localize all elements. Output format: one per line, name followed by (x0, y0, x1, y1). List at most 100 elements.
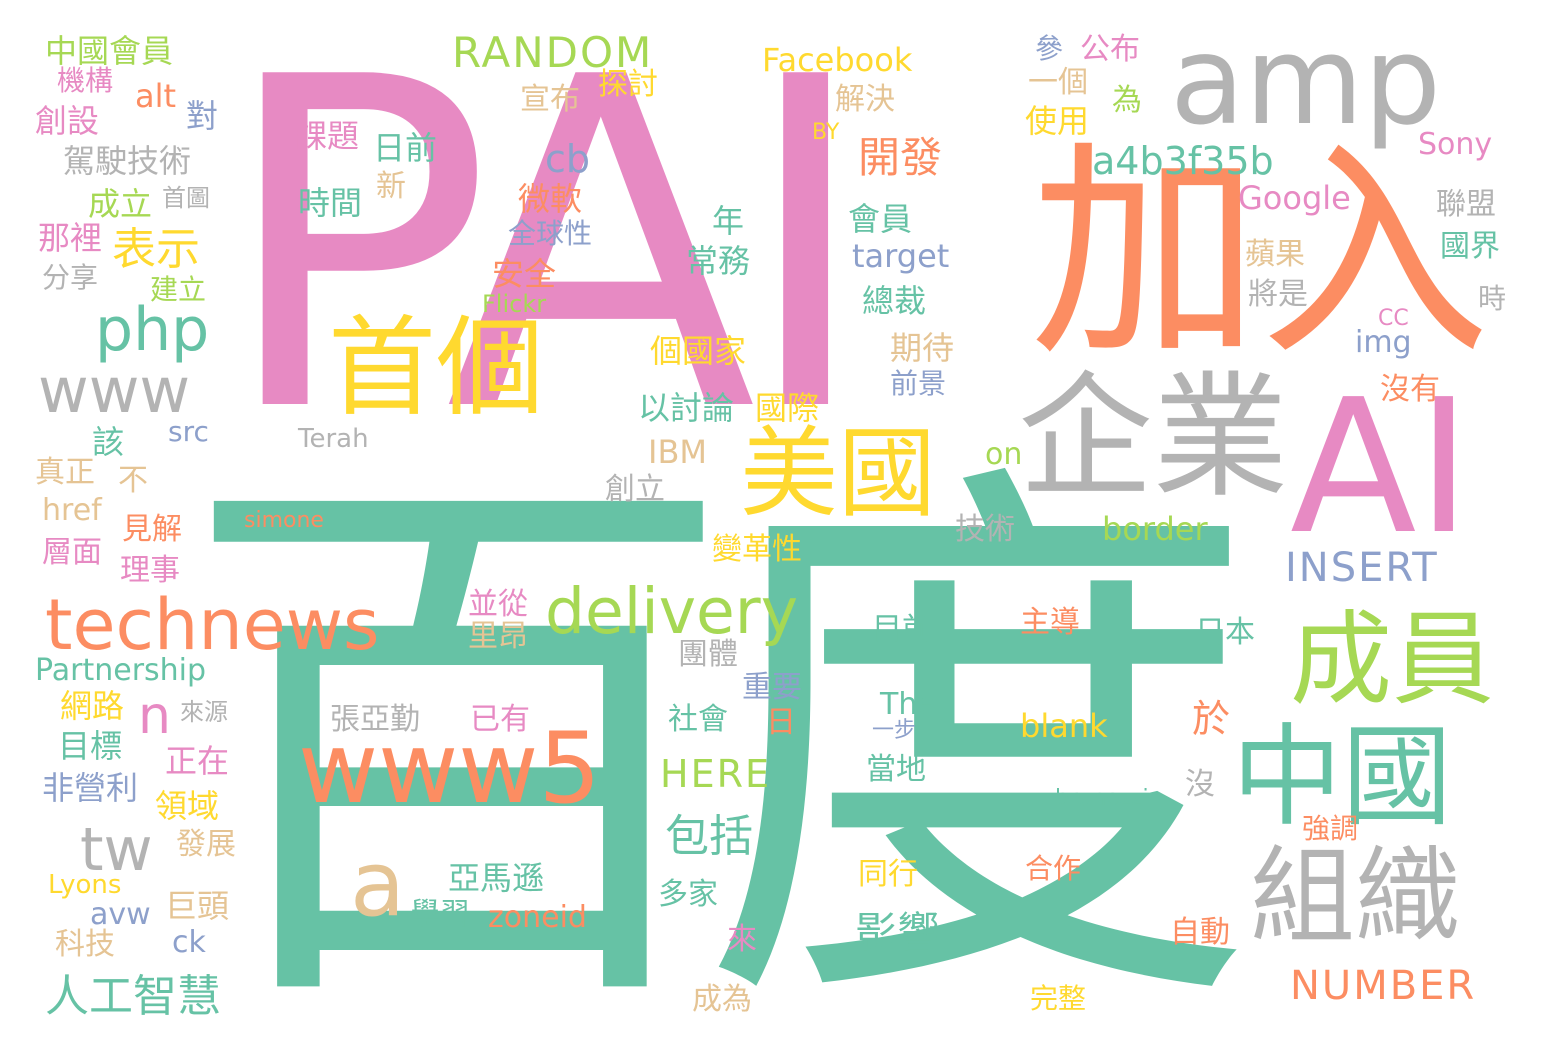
word-feiyingli: 非營利 (42, 769, 139, 807)
word-wanglu: 網路 (60, 687, 125, 725)
word-mu_qian: 目前 (872, 612, 932, 647)
word-technews: technews (45, 584, 380, 666)
word-zhengzai: 正在 (165, 742, 230, 780)
word-zhongguo: 中國 (1232, 713, 1452, 841)
word-jigou: 機構 (57, 64, 114, 97)
word-pingguo: 蘋果 (1245, 237, 1305, 272)
word-border: border (1102, 510, 1208, 548)
word-jiangshi: 將是 (1248, 277, 1308, 312)
word-guoji: 國際 (755, 389, 820, 427)
word-yibu: 一步 (872, 718, 917, 743)
word-Partnership: Partnership (35, 653, 207, 688)
word-zoneid: zoneid (488, 900, 587, 935)
word-qidai: 期待 (890, 329, 955, 367)
word-ck: ck (172, 925, 206, 960)
word-chuangshe: 創設 (35, 102, 100, 140)
word-jiashi: 駕駛技術 (63, 142, 192, 180)
word-shi: 時 (1478, 282, 1507, 315)
word-jutou: 巨頭 (165, 887, 230, 925)
word-shouge: 首個 (328, 306, 545, 431)
word-qiye: 企業 (1018, 359, 1288, 516)
word-laiyuan: 來源 (180, 698, 228, 726)
word-a: a (350, 832, 406, 937)
word-Flickr: Flickr (482, 290, 547, 318)
word-The: The (880, 687, 936, 722)
word-fazhan: 發展 (176, 827, 236, 862)
word-mei: 沒 (1185, 767, 1215, 802)
word-xuanbu: 宣布 (520, 82, 580, 117)
word-BY: BY (812, 120, 840, 145)
word-gai: 該 (92, 423, 125, 461)
word-Sony: Sony (1418, 127, 1493, 162)
word-tantao: 探討 (598, 67, 658, 102)
word-yamaxun: 亞馬遜 (448, 859, 545, 897)
word-weiruan: 微軟 (518, 180, 583, 218)
word-zongcai: 總裁 (862, 282, 927, 320)
word-guojie: 國界 (1440, 229, 1500, 264)
word-yitaolun: 以討論 (638, 389, 735, 427)
word-ri: 日 (766, 705, 796, 740)
word-zhongguohuiyuan: 中國會員 (45, 32, 174, 70)
word-on: on (985, 437, 1023, 472)
word-simone: simone (244, 508, 324, 533)
word-AI: AI (1290, 359, 1472, 575)
word-INSERT: INSERT (1285, 545, 1439, 591)
word-keji: 科技 (55, 927, 115, 962)
word-tongxing: 同行 (858, 857, 918, 892)
word-src: src (168, 415, 209, 448)
word-lai: 來 (727, 922, 757, 957)
word-fenxiang: 分享 (42, 261, 99, 294)
word-duojia: 多家 (658, 877, 718, 912)
word-geguojia: 個國家 (650, 332, 747, 370)
word-amp: amp (1170, 10, 1442, 152)
word-PAI: PAI (218, 0, 873, 512)
word-avw: avw (90, 897, 151, 932)
word-shiyong: 使用 (1025, 102, 1090, 140)
word-qiangdiao: 強調 (1302, 812, 1359, 845)
word-biangexing: 變革性 (712, 532, 802, 567)
word-lishi: 理事 (120, 553, 180, 588)
word-cengmian: 層面 (42, 535, 102, 570)
word-zhangyaqin: 張亞勤 (330, 702, 420, 737)
word-nali: 那裡 (38, 219, 103, 257)
word-HERE: HERE (660, 752, 771, 796)
word-chengwei: 成為 (692, 982, 752, 1017)
word-baidu: 百度 (178, 422, 1258, 1052)
word-www: www (38, 354, 191, 427)
word-bingcong: 並從 (468, 587, 528, 622)
word-chuangli: 創立 (605, 472, 665, 507)
word-delivery: delivery (545, 575, 798, 648)
word-chengli: 成立 (88, 185, 153, 223)
word-RANDOM: RANDOM (452, 28, 654, 77)
word-blank: blank (1020, 707, 1108, 745)
word-jishu: 技術 (955, 512, 1015, 547)
word-dangdi: 當地 (866, 752, 926, 787)
word-zhenzheng: 真正 (35, 455, 95, 490)
word-changwu: 常務 (686, 242, 751, 280)
word-jiaru: 加入 (1030, 121, 1491, 388)
word-jiejue: 解決 (835, 82, 895, 117)
word-href: href (42, 493, 102, 528)
word-shoutu: 首圖 (162, 184, 210, 212)
word-CC: CC (1378, 306, 1409, 331)
word-xin: 新 (376, 169, 406, 204)
word-brunozzi: brunozzi (1055, 786, 1149, 811)
word-IBM: IBM (648, 433, 707, 471)
word-bu: 不 (118, 463, 148, 498)
word-a4b3f35b: a4b3f35b (1092, 139, 1274, 183)
word-zidong: 自動 (1170, 915, 1230, 950)
word-rengong: 人工智慧 (45, 971, 221, 1022)
word-nian: 年 (712, 202, 745, 240)
word-huiyuan: 會員 (848, 200, 913, 238)
word-hezuo: 合作 (1025, 852, 1082, 885)
word-shehui: 社會 (668, 702, 728, 737)
word-biaoshi: 表示 (112, 224, 200, 275)
word-meiguo: 美國 (740, 417, 937, 531)
word-img: img (1355, 325, 1412, 360)
word-tw: tw (80, 815, 153, 885)
word-alt: alt (135, 77, 177, 115)
word-www5: www5 (298, 712, 601, 826)
word-yu: 於 (1192, 697, 1231, 741)
word-meiyou: 沒有 (1380, 372, 1440, 407)
